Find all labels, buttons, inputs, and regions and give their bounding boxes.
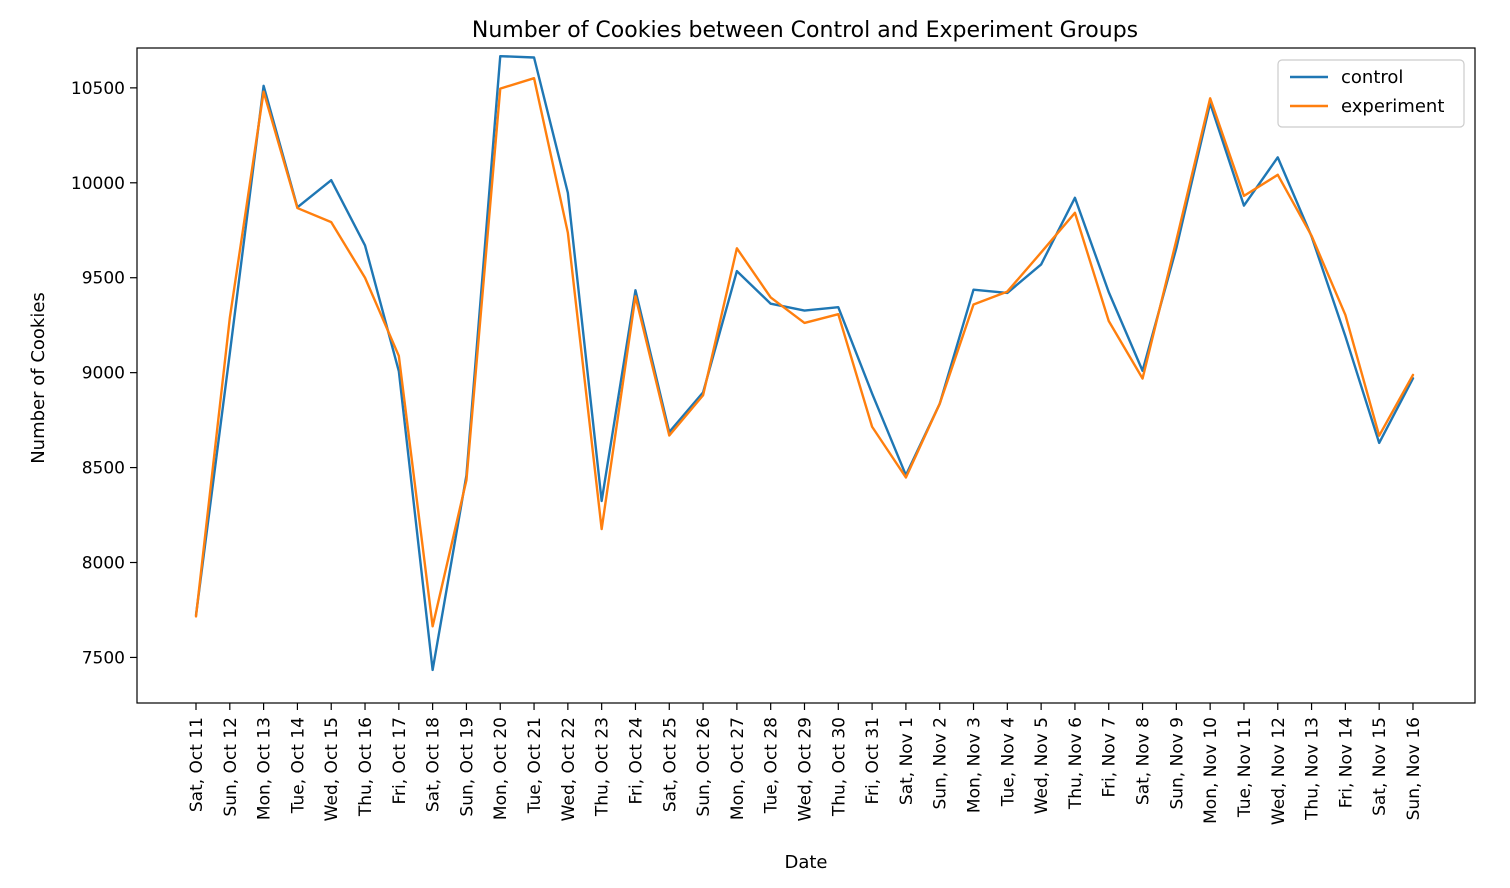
y-tick-label: 8500 — [82, 459, 125, 479]
x-tick-label: Thu, Oct 30 — [829, 717, 849, 817]
legend-items: control experiment — [1290, 67, 1444, 117]
x-tick-label: Thu, Oct 16 — [356, 717, 376, 817]
x-tick-label: Tue, Oct 21 — [525, 717, 545, 814]
legend-label-control: control — [1341, 67, 1403, 88]
x-tick-label: Tue, Oct 14 — [288, 717, 308, 814]
x-tick-label: Mon, Nov 10 — [1201, 717, 1221, 824]
x-tick-label: Wed, Nov 5 — [1032, 717, 1052, 814]
y-tick-label: 10500 — [71, 79, 125, 99]
x-tick-label: Wed, Oct 15 — [322, 717, 342, 821]
y-axis-label: Number of Cookies — [28, 292, 49, 464]
x-tick-label: Wed, Nov 12 — [1269, 717, 1289, 825]
x-tick-label: Thu, Nov 6 — [1066, 717, 1086, 810]
y-tick-label: 9500 — [82, 269, 125, 289]
x-tick-label: Fri, Oct 17 — [390, 717, 410, 805]
x-tick-label: Sun, Oct 12 — [221, 717, 241, 817]
x-tick-label: Thu, Oct 23 — [593, 717, 613, 817]
legend-label-experiment: experiment — [1341, 96, 1444, 117]
y-tick-label: 9000 — [82, 364, 125, 384]
plot-area — [136, 47, 1476, 704]
x-tick-label: Mon, Oct 13 — [255, 717, 275, 820]
x-axis: Sat, Oct 11 Sun, Oct 12 Mon, Oct 13 Tue, Oc… — [187, 703, 1424, 825]
x-tick-label: Tue, Nov 11 — [1235, 717, 1255, 818]
x-tick-label: Sun, Nov 9 — [1167, 717, 1187, 810]
y-axis: 7500 8000 8500 9000 9500 10000 10500 — [71, 79, 137, 668]
x-tick-label: Sun, Nov 2 — [931, 717, 951, 810]
series-line-experiment — [194, 76, 1415, 628]
chart-title: Number of Cookies between Control and Ex… — [472, 18, 1138, 43]
x-tick-label: Sat, Nov 8 — [1134, 717, 1154, 805]
x-tick-label: Sun, Nov 16 — [1404, 717, 1424, 820]
x-tick-label: Mon, Nov 3 — [965, 717, 985, 813]
x-tick-label: Wed, Oct 22 — [559, 717, 579, 821]
y-tick-label: 8000 — [82, 554, 125, 574]
y-tick-label: 7500 — [82, 648, 125, 668]
x-tick-label: Tue, Nov 4 — [998, 717, 1018, 807]
x-tick-label: Fri, Oct 24 — [626, 717, 646, 805]
x-tick-label: Sun, Oct 26 — [694, 717, 714, 817]
x-tick-label: Fri, Nov 7 — [1100, 717, 1120, 797]
plot-frame — [136, 47, 1476, 704]
x-tick-label: Mon, Oct 20 — [491, 717, 511, 820]
x-tick-label: Fri, Nov 14 — [1336, 717, 1356, 808]
x-tick-label: Sat, Nov 15 — [1370, 717, 1390, 816]
x-tick-label: Mon, Oct 27 — [728, 717, 748, 820]
x-tick-label: Wed, Oct 29 — [795, 717, 815, 821]
x-axis-label: Date — [784, 852, 827, 873]
series-layer — [194, 54, 1415, 672]
x-tick-label: Thu, Nov 13 — [1303, 717, 1323, 821]
x-tick-label: Sat, Oct 25 — [660, 717, 680, 812]
x-tick-label: Sat, Oct 18 — [424, 717, 444, 812]
x-tick-label: Fri, Oct 31 — [863, 717, 883, 805]
x-tick-label: Sat, Oct 11 — [187, 717, 207, 812]
y-tick-label: 10000 — [71, 174, 125, 194]
series-line-control — [194, 54, 1415, 672]
x-tick-label: Tue, Oct 28 — [762, 717, 782, 814]
x-tick-label: Sun, Oct 19 — [457, 717, 477, 817]
legend: control experiment — [1277, 59, 1465, 128]
x-tick-label: Sat, Nov 1 — [897, 717, 917, 805]
